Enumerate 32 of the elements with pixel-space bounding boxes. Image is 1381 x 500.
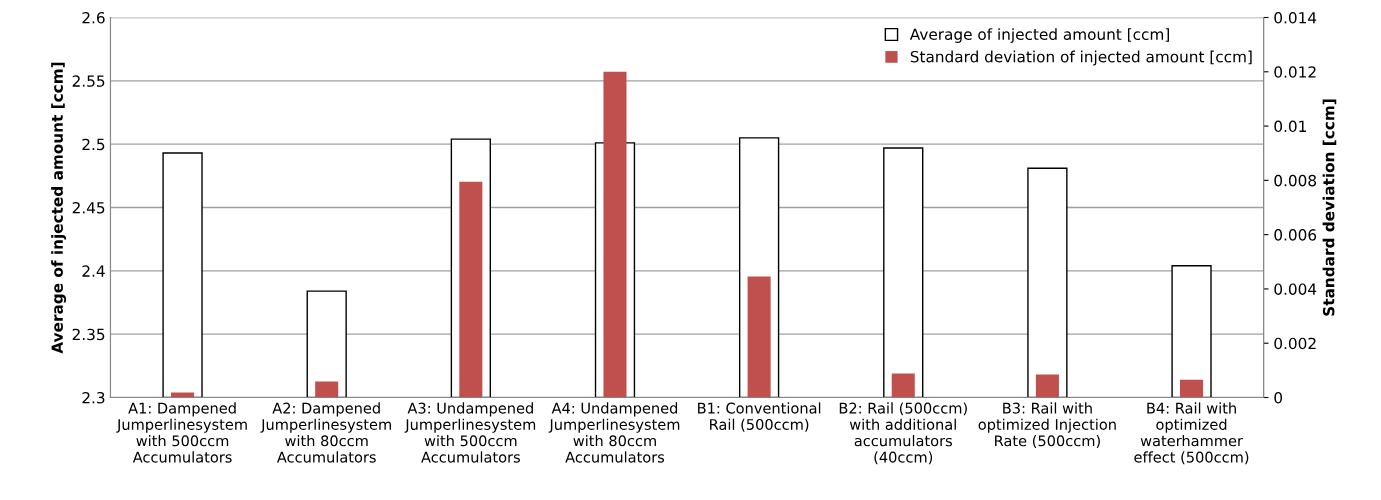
y2-tick-label: 0.012 [1274,66,1316,78]
x-tick-label: B4: Rail with optimized waterhammer effect (500ccm) [1134,402,1249,465]
y-tick-label: 2.35 [72,328,105,341]
bar [891,373,915,398]
y-tick-label: 2.4 [82,265,105,277]
legend-label: Average of injected amount [ccm] [909,28,1169,43]
x-tick-label: A2: Dampened Jumperlinesystem with 80ccm Accumulators [260,402,391,463]
y2-tick-label: 0.004 [1274,283,1317,295]
y2-tick-label: 0 [1274,391,1283,404]
y2-tick-label: 0.002 [1274,337,1316,350]
legend-label: Standard deviation of injected amount [ccm] [910,50,1252,66]
y-tick-label: 2.3 [82,391,105,404]
y-tick-label: 2.6 [82,11,105,24]
y-tick-label: 2.55 [72,75,105,87]
y2-tick-label: 0.006 [1274,229,1317,241]
bar [1035,374,1059,398]
y2-axis-title: Standard deviation [ccm] [1322,99,1337,316]
x-tick-label: A1: Dampened Jumperlinesystem with 500ccm Accumulators [116,402,247,463]
x-tick-label: B2: Rail (500ccm) with additional accumulators (40ccm) [839,402,967,465]
y2-tick-label: 0.01 [1274,120,1306,133]
x-tick-label: A4: Undampened Jumperlinesystem with 80ccm Accumulators [548,402,680,463]
y2-tick-label: 0.014 [1274,11,1317,24]
y2-tick-label: 0.008 [1274,174,1317,187]
y-tick-label: 2.5 [82,138,105,151]
x-tick-label: B3: Rail with optimized Injection Rate (500ccm) [978,402,1116,449]
x-tick-label: A3: Undampened Jumperlinesystem with 500ccm Accumulators [404,402,536,463]
bar [747,276,771,398]
y-tick-label: 2.45 [72,201,105,214]
bar [1180,379,1204,398]
bar [315,381,339,398]
y-axis-title: Average of injected amount [ccm] [51,62,67,354]
x-tick-label: B1: Conventional Rail (500ccm) [698,402,821,432]
